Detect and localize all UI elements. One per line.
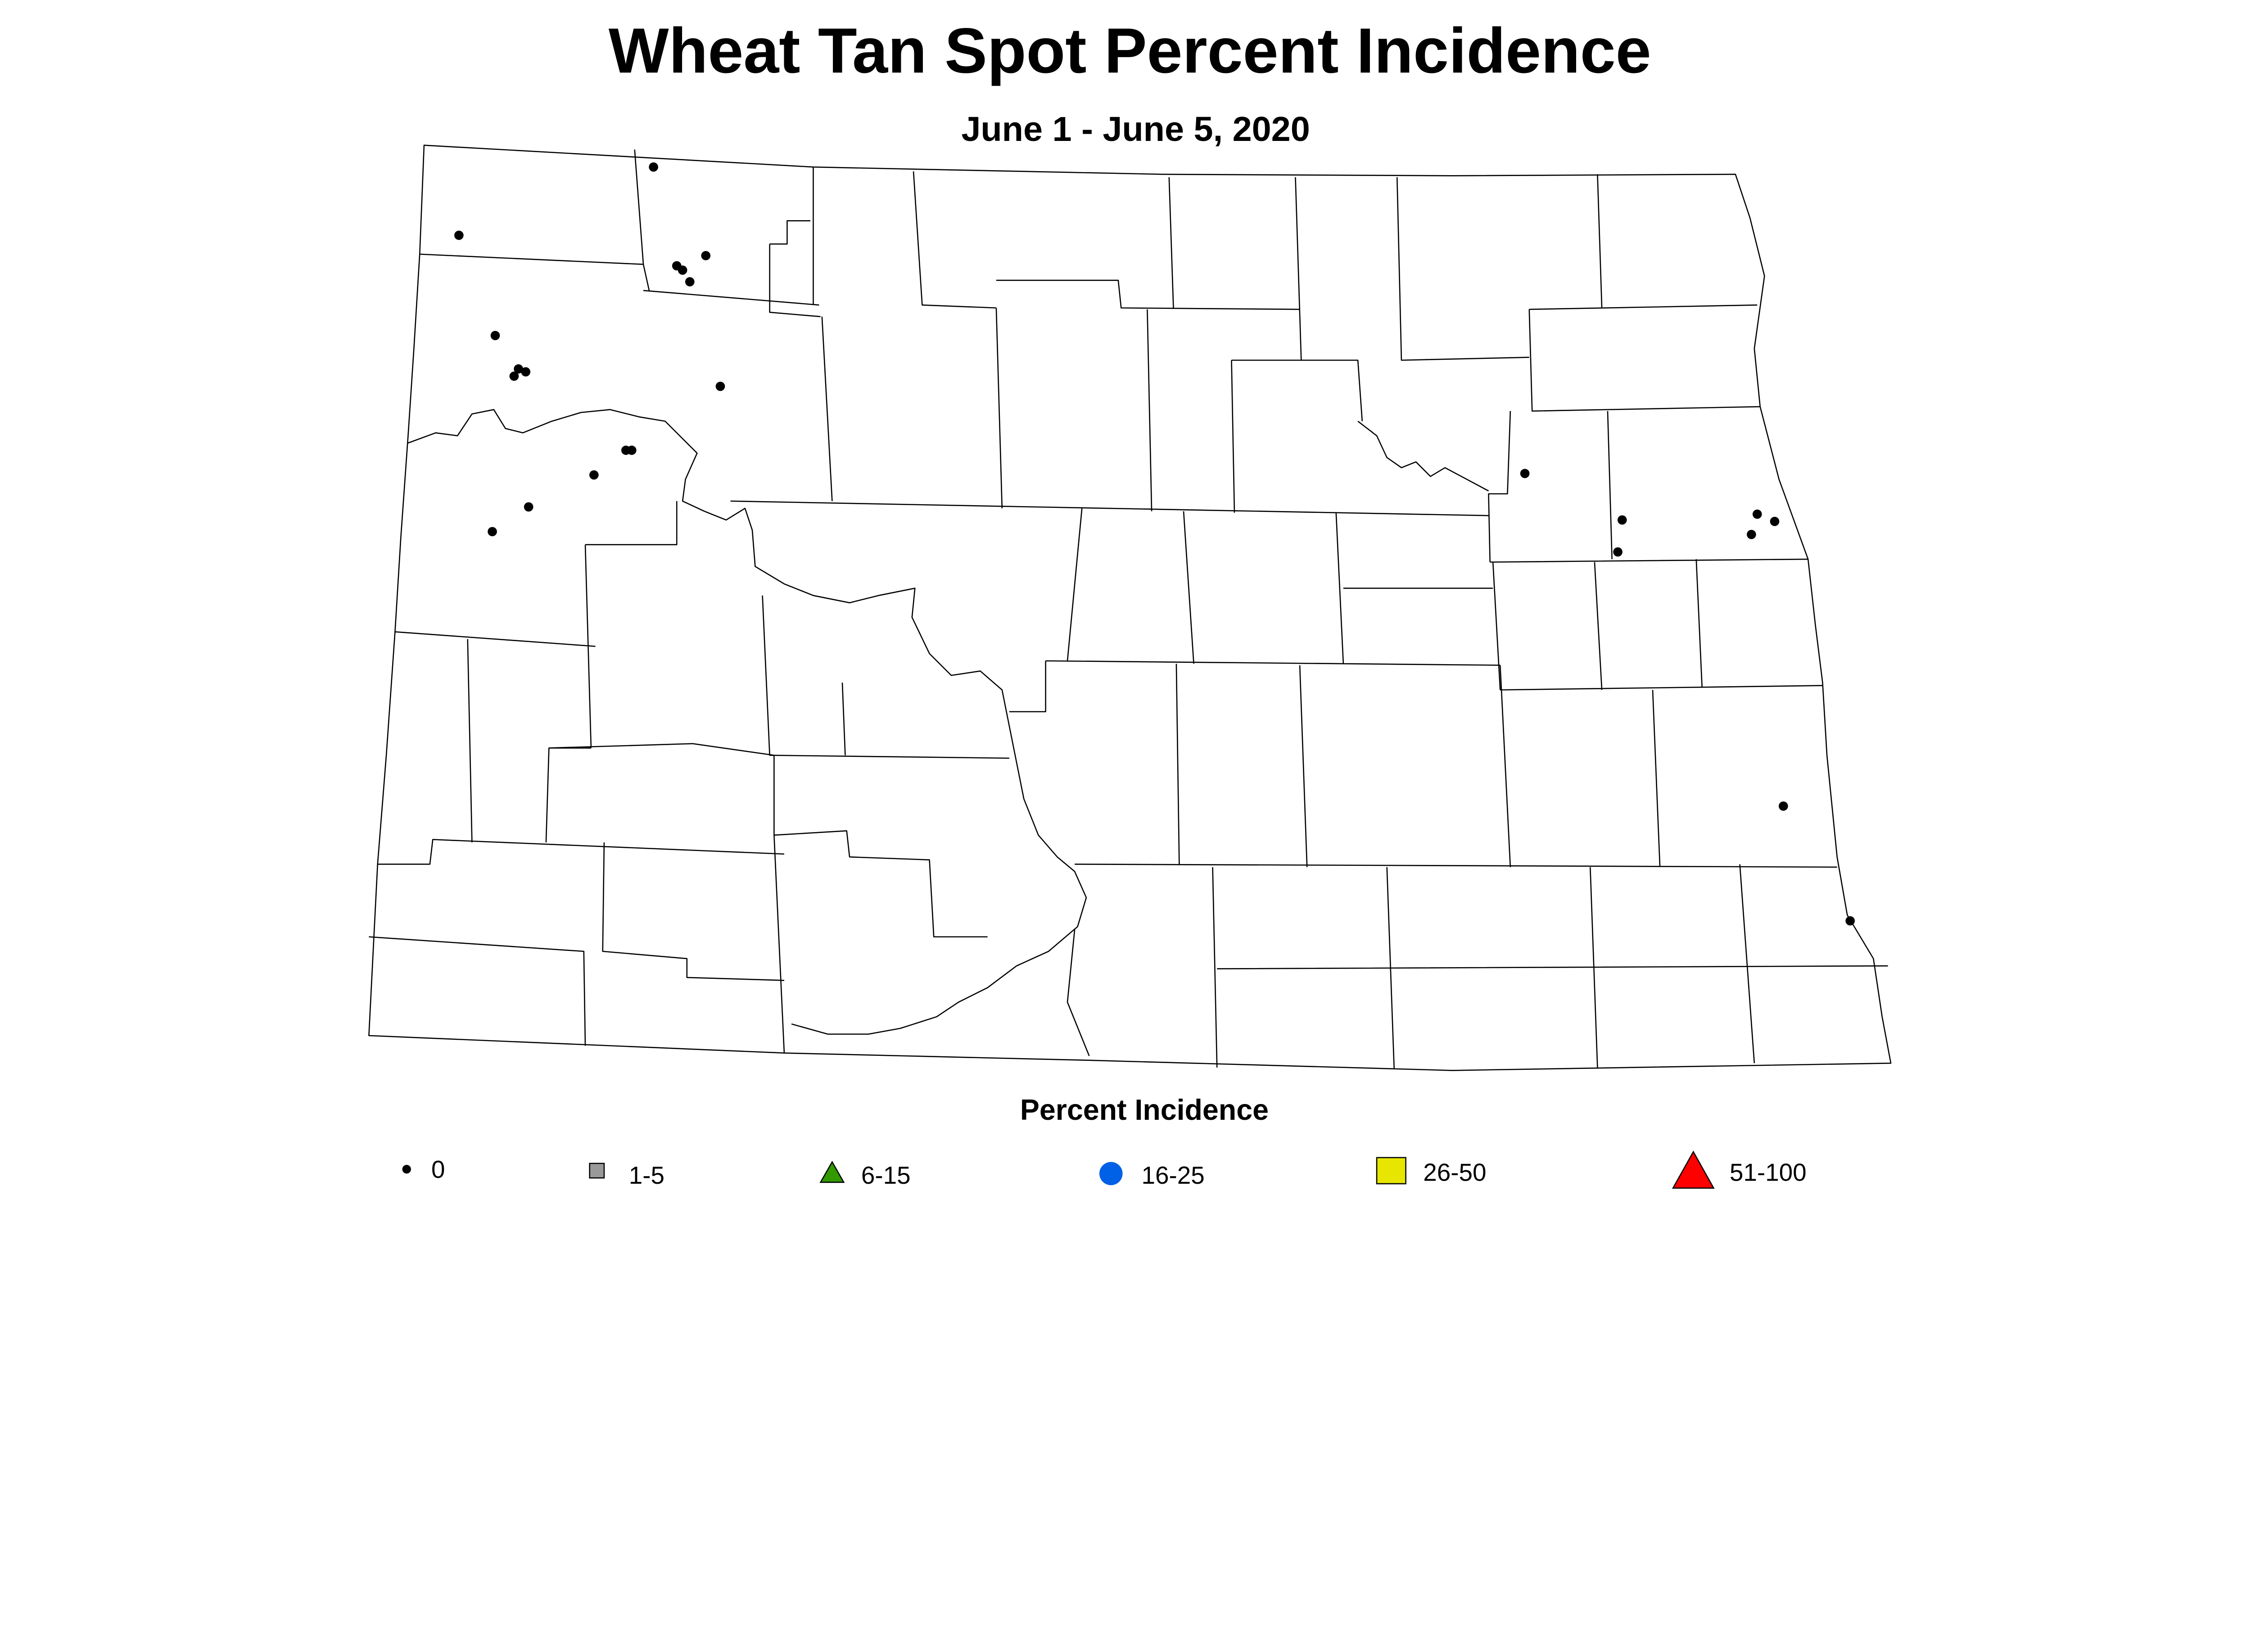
- map-title: Wheat Tan Spot Percent Incidence: [609, 15, 1651, 86]
- observation-point: [1845, 916, 1855, 926]
- legend-marker-1-5: [589, 1163, 605, 1179]
- observation-point: [1770, 516, 1780, 526]
- observation-point: [488, 527, 497, 536]
- devils-lake: [1357, 421, 1489, 492]
- legend: 0 1-5 6-15 16-25 26-50 51-100: [402, 1150, 1807, 1189]
- observation-point: [1746, 530, 1756, 539]
- map-figure: Wheat Tan Spot Percent Incidence June 1 …: [368, 15, 1892, 1189]
- legend-marker-26-50: [1376, 1157, 1406, 1185]
- legend-title: Percent Incidence: [1020, 1094, 1269, 1126]
- observation-point: [524, 502, 533, 512]
- legend-marker-6-15: [819, 1161, 845, 1183]
- legend-marker-51-100: [1672, 1150, 1715, 1189]
- observation-point: [1752, 509, 1762, 519]
- observation-points: [454, 162, 1855, 926]
- observation-point: [1520, 469, 1530, 478]
- state-map: [368, 145, 1892, 1071]
- legend-label-1-5: 1-5: [629, 1161, 664, 1189]
- missouri-river: [408, 409, 1087, 1035]
- observation-point: [627, 445, 637, 455]
- county-lines: [369, 149, 1888, 1069]
- observation-point: [685, 277, 695, 287]
- map-subtitle: June 1 - June 5, 2020: [961, 110, 1310, 149]
- legend-label-0: 0: [431, 1155, 445, 1183]
- observation-point: [715, 381, 725, 391]
- observation-point: [490, 330, 500, 340]
- legend-label-51-100: 51-100: [1730, 1159, 1807, 1186]
- observation-point: [678, 265, 687, 275]
- legend-marker-0: [402, 1165, 411, 1174]
- legend-label-6-15: 6-15: [861, 1161, 911, 1189]
- legend-marker-16-25: [1099, 1162, 1123, 1186]
- observation-point: [1613, 547, 1623, 557]
- state-outline: [368, 145, 1892, 1071]
- observation-point: [514, 364, 523, 374]
- observation-point: [509, 371, 519, 381]
- legend-label-16-25: 16-25: [1141, 1161, 1204, 1189]
- observation-point: [701, 251, 711, 261]
- observation-point: [521, 367, 531, 377]
- observation-point: [1778, 801, 1788, 811]
- observation-point: [649, 162, 658, 172]
- observation-point: [589, 470, 599, 480]
- legend-label-26-50: 26-50: [1423, 1159, 1486, 1186]
- observation-point: [1617, 515, 1627, 525]
- observation-point: [454, 231, 464, 240]
